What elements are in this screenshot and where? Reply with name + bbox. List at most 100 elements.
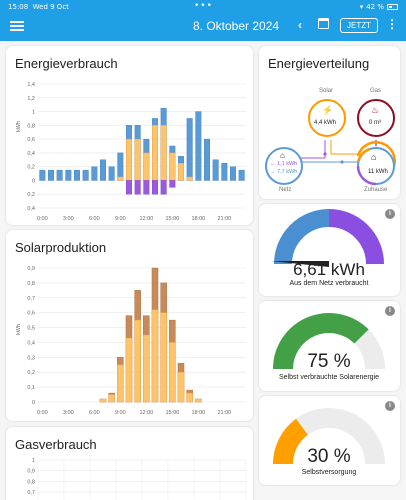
self-consumption-card: i 75 % Selbst verbrauchte Solarenergie	[259, 301, 400, 391]
self-consumption-gauge	[273, 313, 385, 370]
y-tick-label: 0,1	[27, 385, 35, 391]
grid-label: Netz	[279, 187, 292, 193]
y-tick-label: 0,9	[27, 266, 35, 272]
y-tick-label: 0,8	[27, 281, 35, 287]
actual-bar	[143, 334, 150, 403]
x-tick-label: 15:00	[165, 410, 179, 416]
x-tick-label: 0:00	[37, 410, 48, 416]
actual-bar	[186, 392, 193, 403]
grid-bar	[100, 159, 106, 181]
y-tick-label: 0,4	[27, 151, 35, 157]
export-bar	[160, 180, 167, 195]
grid-gauge-label: Aus dem Netz verbraucht	[289, 280, 369, 287]
actual-bar	[177, 372, 185, 403]
actual-bar	[99, 398, 107, 403]
solar-bar	[169, 152, 176, 181]
info-icon[interactable]: i	[385, 401, 395, 411]
calendar-icon[interactable]	[318, 18, 329, 29]
grid-bar	[230, 166, 236, 181]
gauge-arc-export	[274, 209, 330, 265]
grid-bar	[56, 169, 63, 181]
y-tick-label: 0,2	[27, 370, 35, 376]
x-tick-label: 15:00	[165, 216, 179, 222]
info-icon[interactable]: i	[385, 306, 395, 316]
solar-bar	[117, 176, 124, 181]
grid-bar	[108, 166, 115, 181]
now-button[interactable]: JETZT	[340, 18, 378, 33]
solar-bar	[143, 152, 150, 181]
status-bar: 15:08 Wed 9 Oct ••• ▾ 42 %	[0, 0, 406, 13]
grid-bar	[91, 166, 98, 181]
gas-node[interactable]	[357, 99, 395, 137]
export-bar	[134, 180, 141, 195]
transmission-tower-icon: ⌂	[280, 151, 285, 160]
y-tick-label: 0,2	[27, 192, 35, 198]
grid-node[interactable]	[265, 147, 303, 185]
grid-bar	[204, 138, 210, 181]
autarky-card: i 30 % Selbstversorgung	[259, 396, 400, 485]
y-tick-label: 0	[32, 178, 35, 184]
x-tick-label: 6:00	[89, 216, 100, 222]
solar-bar	[134, 138, 141, 181]
energy-usage-title: Energieverbrauch	[15, 56, 118, 71]
grid-bar	[48, 169, 54, 181]
y-tick-label: 0,2	[27, 165, 35, 171]
grid-bar	[74, 169, 80, 181]
actual-bar	[160, 312, 167, 403]
home-value: 11 kWh	[368, 169, 388, 175]
solar-bar	[152, 125, 158, 181]
x-tick-label: 6:00	[89, 410, 100, 416]
energy-flow-diagram	[265, 99, 396, 186]
y-tick-label: 1	[32, 110, 35, 116]
gas-usage-card: Gasverbrauch 1 0,9 0,8 0,7	[6, 427, 253, 500]
menu-icon[interactable]	[10, 19, 24, 33]
x-tick-label: 9:00	[115, 216, 126, 222]
actual-bar	[195, 398, 202, 403]
more-vert-icon[interactable]: ⋮	[386, 17, 398, 31]
gauge-fill	[273, 418, 309, 465]
status-time: 15:08 Wed 9 Oct	[8, 3, 69, 11]
grid-bar	[238, 169, 245, 181]
x-tick-label: 3:00	[63, 216, 74, 222]
x-tick-label: 0:00	[37, 216, 48, 222]
y-tick-label: 0,5	[27, 326, 35, 332]
gas-label: Gas	[370, 88, 382, 94]
export-bar	[152, 180, 158, 195]
y-tick-label: 0,4	[27, 206, 35, 212]
grid-bar	[212, 159, 219, 181]
export-bar	[143, 180, 150, 195]
more-dots-icon: •••	[194, 1, 213, 11]
home-label: Zuhause	[364, 187, 388, 193]
grid-bar	[186, 118, 193, 181]
autarky-gauge	[273, 408, 385, 465]
gauge-arc-import	[328, 209, 384, 265]
info-icon[interactable]: i	[385, 209, 395, 219]
x-tick-label: 18:00	[191, 410, 205, 416]
solar-bar	[178, 163, 184, 181]
solar-bar	[160, 125, 167, 181]
x-tick-label: 18:00	[191, 216, 205, 222]
actual-bar	[169, 342, 176, 403]
actual-bar	[151, 309, 159, 403]
gas-value: 0 m³	[369, 120, 381, 126]
export-bar	[169, 180, 176, 188]
app-bar: 8. Oktober 2024 ‹ JETZT ⋮	[0, 13, 406, 41]
solar-power-icon: ⚡	[322, 105, 334, 115]
y-tick-label: 0,9	[27, 469, 35, 475]
self-consumption-value: 75 %	[307, 351, 351, 372]
actual-bar	[117, 364, 124, 403]
y-tick-label: 1,4	[27, 82, 35, 88]
grid-bar	[117, 152, 124, 181]
actual-bar	[134, 319, 141, 403]
chevron-left-icon[interactable]: ‹	[298, 18, 302, 32]
solar-node[interactable]	[308, 99, 346, 137]
date-label: 8. Oktober 2024	[193, 19, 280, 33]
fire-icon: ♨	[371, 105, 380, 115]
solar-value: 4,4 kWh	[314, 120, 337, 126]
x-tick-label: 21:00	[217, 410, 231, 416]
grid-gauge-value: 6,61 kWh	[293, 260, 365, 279]
grid-bar	[221, 163, 228, 181]
grid-bar	[195, 111, 202, 181]
dashboard: Energieverbrauch 1,4 1,2 1 0,8 0,6 0,4 0,2 0 0,2…	[0, 41, 406, 500]
energy-distribution-title: Energieverteilung	[268, 56, 370, 71]
